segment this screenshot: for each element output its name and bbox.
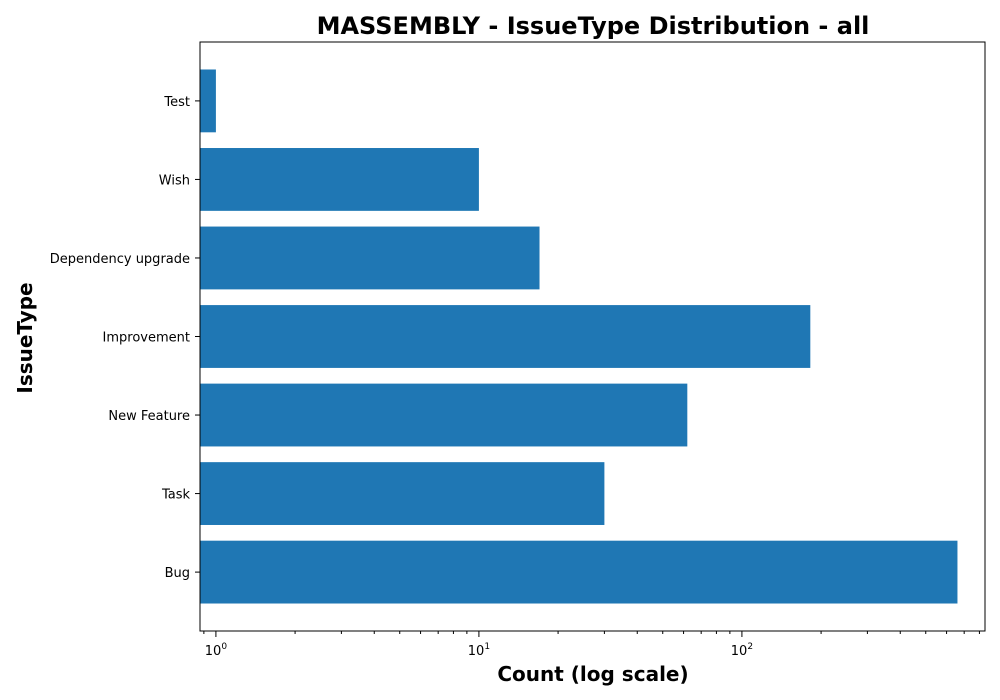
y-axis-label: IssueType (13, 282, 37, 393)
bar-wish (200, 148, 479, 211)
y-axis-ticks: Bug Task New Feature Improvement Dependency … (50, 95, 200, 581)
chart-title: MASSEMBLY - IssueType Distribution - all (317, 12, 870, 40)
bar-dependency-upgrade (200, 226, 540, 290)
y-tick-label: Task (161, 488, 191, 503)
x-axis-label: Count (log scale) (497, 662, 688, 686)
x-tick-label: 102 (731, 642, 753, 659)
y-tick-label: Test (163, 95, 190, 110)
y-tick-label: Dependency upgrade (50, 252, 190, 267)
y-tick-label: Bug (165, 566, 190, 581)
x-axis-ticks: 100 101 102 (203, 631, 980, 659)
x-tick-label: 101 (468, 642, 490, 659)
y-tick-label: Wish (159, 173, 190, 188)
y-tick-label: New Feature (108, 409, 190, 424)
plot-frame (199, 41, 986, 632)
bar-new-feature (200, 383, 688, 447)
bar-test (200, 69, 216, 133)
bars-group (200, 69, 958, 604)
bar-task (200, 462, 605, 525)
x-tick-label: 100 (205, 642, 228, 659)
bar-improvement (200, 305, 811, 368)
bar-bug (200, 540, 958, 604)
y-tick-label: Improvement (103, 331, 190, 346)
